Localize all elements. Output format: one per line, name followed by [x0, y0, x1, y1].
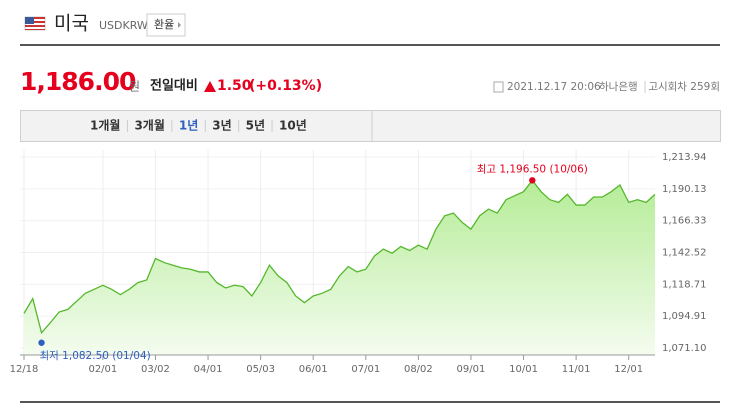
tab[interactable]: 1년 [179, 119, 198, 133]
x-tick-label: 12/18 [10, 364, 39, 375]
rate-button-box[interactable] [146, 13, 186, 37]
x-tick-label: 02/01 [88, 364, 117, 375]
tab[interactable]: 3년 [212, 119, 231, 133]
x-tick-label: 08/02 [404, 364, 433, 375]
x-tick-label: 05/03 [246, 364, 275, 375]
price-line [23, 179, 656, 335]
x-tick-label: 11/01 [562, 364, 591, 375]
button-arrow [178, 22, 181, 28]
y-tick-label: 1,190.13 [662, 184, 707, 195]
chart: 1,071.10 1,094.91 1,118.71 1,142.52 1,166.33… [10, 150, 707, 375]
notice: 고시회차 259회 [648, 81, 720, 93]
rate-button[interactable]: 환율 [154, 18, 174, 31]
min-point [38, 339, 45, 346]
x-tick-label: 06/01 [299, 364, 328, 375]
y-tick-label: 1,118.71 [662, 279, 707, 290]
y-tick-label: 1,142.52 [662, 248, 707, 259]
currency-code: USDKRW [99, 19, 148, 32]
change-pct: (+0.13%) [249, 78, 322, 94]
price-unit: 원 [129, 80, 140, 94]
max-point [529, 177, 536, 184]
tab[interactable]: 3개월 [134, 118, 164, 133]
price: 1,186.00 [20, 67, 136, 96]
change: 1.50 [217, 78, 252, 94]
footer-rule [20, 401, 720, 403]
y-tick-label: 1,071.10 [662, 343, 707, 354]
min-label: 최저 1,082.50 (01/04) [40, 350, 151, 362]
area-fill [24, 180, 655, 355]
x-tick-label: 03/02 [141, 364, 170, 375]
x-tick-label: 09/01 [457, 364, 486, 375]
flag [24, 16, 46, 31]
tab[interactable]: 10년 [279, 119, 307, 133]
x-tick-label: 04/01 [194, 364, 223, 375]
time-icon [493, 81, 504, 93]
y-tick-label: 1,213.94 [662, 152, 707, 163]
x-tick-label: 10/01 [509, 364, 538, 375]
timestamp: 2021.12.17 20:06 [507, 81, 601, 93]
country: 미국 [54, 13, 89, 35]
header-rule [20, 44, 720, 46]
max-label: 최고 1,196.50 (10/06) [477, 163, 588, 175]
y-tick-label: 1,094.91 [662, 311, 707, 322]
change-label: 전일대비 [150, 78, 198, 94]
bank: 하나은행 [599, 80, 638, 93]
x-tick-label: 12/01 [614, 364, 643, 375]
tab[interactable]: 1개월 [90, 118, 120, 133]
up-triangle [204, 81, 216, 92]
x-tick-label: 07/01 [351, 364, 380, 375]
y-tick-label: 1,166.33 [662, 216, 707, 227]
tabs: 1개월 3개월 1년 3년 5년 10년 [90, 118, 307, 133]
tab[interactable]: 5년 [246, 119, 265, 133]
tab-bar [20, 110, 721, 142]
